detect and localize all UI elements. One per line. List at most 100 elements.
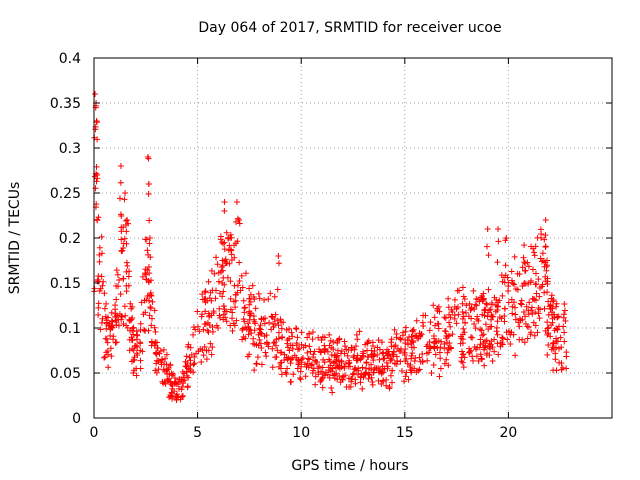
data-point: [275, 322, 282, 329]
data-point: [97, 326, 104, 333]
data-point: [190, 361, 197, 368]
data-point: [521, 242, 528, 249]
data-point: [269, 364, 276, 371]
data-point: [391, 326, 398, 333]
data-point: [512, 352, 519, 359]
data-point: [321, 359, 328, 366]
data-point: [218, 239, 225, 246]
data-point: [470, 287, 477, 294]
data-point: [302, 373, 309, 380]
data-point: [475, 317, 482, 324]
data-point: [539, 258, 546, 265]
data-point: [448, 306, 455, 313]
data-point: [274, 347, 281, 354]
data-point: [483, 301, 490, 308]
axis-ticks: 0 5 10 15 20 0 0.05 0.1 0.15 0.2 0.25 0.3 0.35 0.4: [50, 51, 612, 441]
data-point: [120, 244, 127, 251]
data-point: [101, 354, 108, 361]
data-point: [121, 235, 128, 242]
data-point: [94, 175, 101, 182]
data-point: [118, 247, 125, 254]
data-point: [370, 343, 377, 350]
data-point: [146, 235, 153, 241]
data-point: [272, 311, 279, 318]
data-point: [204, 319, 211, 326]
data-point: [446, 311, 453, 318]
data-point: [349, 371, 356, 378]
data-point: [253, 360, 260, 367]
data-point: [252, 305, 259, 312]
data-point: [532, 297, 539, 304]
data-point: [543, 267, 550, 274]
data-point: [485, 286, 492, 293]
data-point: [352, 343, 359, 350]
chart-title: Day 064 of 2017, SRMTID for receiver uco…: [198, 20, 501, 36]
data-point: [208, 297, 215, 304]
data-point: [149, 298, 156, 305]
data-point: [113, 319, 120, 326]
data-point: [408, 367, 415, 374]
data-point: [271, 293, 278, 300]
data-point: [525, 311, 532, 318]
x-tick-label: 10: [292, 425, 310, 441]
data-point: [531, 252, 538, 259]
data-point: [243, 326, 250, 333]
data-point: [549, 319, 556, 326]
data-point: [538, 231, 545, 238]
data-point: [508, 277, 515, 284]
data-point: [393, 353, 400, 360]
data-point: [258, 344, 265, 351]
data-point: [428, 370, 435, 377]
data-point: [245, 331, 252, 338]
data-point: [360, 350, 367, 357]
data-point: [92, 185, 99, 192]
data-point: [385, 348, 392, 355]
data-point: [560, 323, 567, 330]
data-point: [491, 294, 498, 301]
data-point: [495, 238, 502, 245]
data-point: [542, 243, 549, 250]
data-point: [528, 304, 535, 311]
data-point: [247, 298, 254, 305]
data-point: [219, 262, 226, 269]
data-point: [201, 343, 208, 350]
data-point: [419, 319, 426, 326]
data-point: [431, 314, 438, 321]
data-point: [431, 333, 438, 340]
data-point: [529, 266, 536, 273]
data-point: [416, 366, 423, 373]
data-point: [512, 311, 519, 318]
data-point: [310, 365, 317, 372]
data-point: [271, 339, 278, 346]
data-point: [507, 341, 514, 348]
data-point: [220, 303, 227, 310]
data-point: [552, 350, 559, 357]
data-point: [233, 219, 240, 226]
data-point: [308, 362, 315, 369]
data-point: [437, 365, 444, 372]
data-point: [237, 287, 244, 294]
data-point: [509, 303, 516, 310]
data-point: [263, 339, 270, 346]
data-point: [518, 297, 525, 304]
data-point: [449, 331, 456, 338]
data-point: [273, 342, 280, 349]
data-point: [256, 336, 263, 343]
data-point: [482, 321, 489, 328]
data-point: [389, 351, 396, 358]
data-point: [251, 327, 258, 334]
data-point: [101, 305, 108, 312]
data-point: [129, 325, 136, 332]
data-point: [191, 360, 198, 367]
data-point: [387, 372, 394, 379]
data-point: [502, 237, 509, 244]
data-point: [350, 370, 357, 377]
data-point: [116, 195, 123, 202]
data-point: [397, 335, 404, 342]
data-point: [532, 270, 539, 277]
data-point: [383, 382, 390, 389]
data-point: [481, 362, 488, 369]
data-point: [497, 343, 504, 350]
data-point: [181, 370, 188, 377]
data-point: [341, 372, 348, 379]
